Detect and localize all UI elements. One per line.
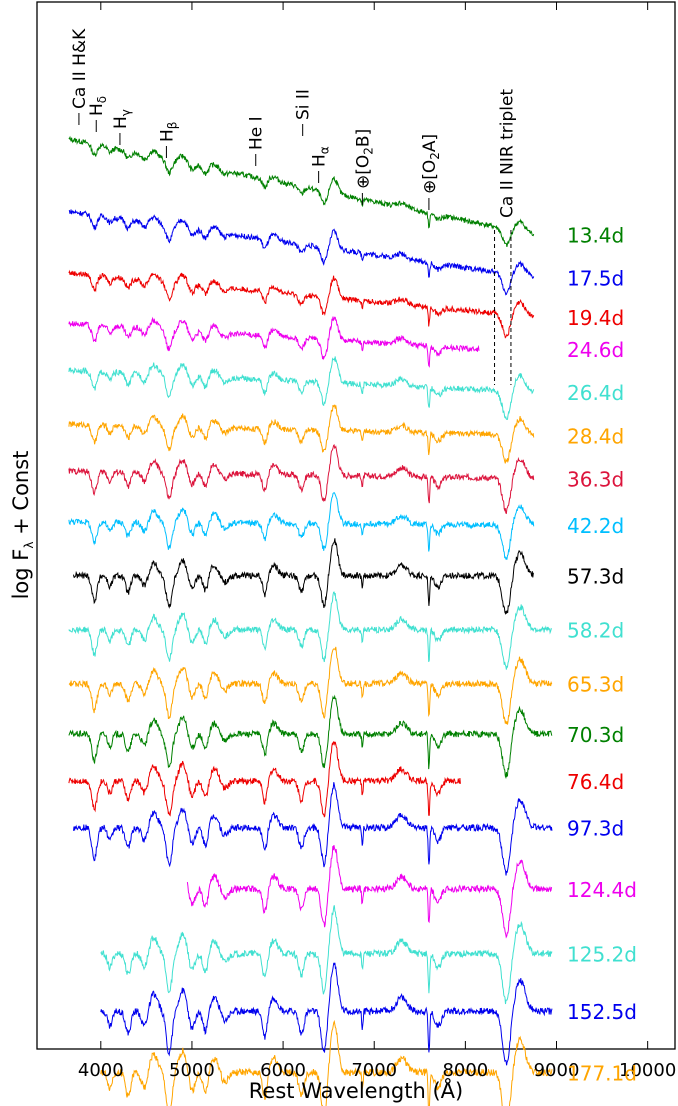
epoch-label: 19.4d: [567, 306, 624, 330]
epoch-label: 70.3d: [567, 723, 624, 747]
x-tick-label: 8000: [442, 1060, 488, 1081]
line-id-he1: He I: [247, 116, 267, 150]
x-tick-label: 5000: [169, 1060, 215, 1081]
spectrum-line: [73, 782, 553, 876]
epoch-label: 65.3d: [567, 673, 624, 697]
line-id-halpha: Hα: [310, 146, 332, 167]
epoch-label: 152.5d: [567, 1000, 637, 1024]
epoch-label: 28.4d: [567, 424, 624, 448]
spectrum-line: [100, 1019, 553, 1106]
x-tick-label: 7000: [351, 1060, 397, 1081]
spectrum-line: [68, 209, 535, 296]
spectrum-line: [68, 356, 535, 420]
spectrum-line: [68, 443, 535, 515]
spectrum-line: [68, 269, 535, 339]
line-id-ca2hk: Ca II H&K: [70, 28, 90, 109]
epoch-label: 58.2d: [567, 619, 624, 643]
spectrum-line: [68, 491, 535, 560]
epoch-label: 24.6d: [567, 338, 624, 362]
epoch-label: 26.4d: [567, 381, 624, 405]
line-id-ca2-nir: Ca II NIR triplet: [498, 89, 518, 218]
spectrum-line: [68, 135, 535, 247]
spectrum-line: [68, 591, 553, 670]
epoch-label: 36.3d: [567, 467, 624, 491]
line-id-hbeta: Hβ: [157, 122, 179, 142]
epoch-label: 177.1d: [567, 1061, 637, 1085]
spectrum-line: [68, 316, 480, 368]
line-id-o2b: ⊕[O2B]: [353, 129, 375, 189]
y-axis-label: log Fλ + Const: [9, 451, 36, 600]
epoch-label: 57.3d: [567, 565, 624, 589]
series-layer: [68, 135, 553, 1106]
line-id-o2a: ⊕[O2A]: [420, 134, 442, 194]
epoch-label: 42.2d: [567, 514, 624, 538]
spectrum-line: [68, 694, 553, 780]
line-id-hgamma: Hγ: [111, 109, 133, 129]
epoch-label: 125.2d: [567, 943, 637, 967]
x-tick-label: 4000: [78, 1060, 124, 1081]
spectrum-line: [68, 404, 535, 464]
epoch-label: 76.4d: [567, 770, 624, 794]
epoch-label: 97.3d: [567, 817, 624, 841]
line-id-si2: Si II: [294, 89, 314, 120]
x-tick-label: 10000: [619, 1060, 676, 1081]
line-id-hdelta: Hδ: [87, 96, 109, 116]
spectrum-line: [186, 844, 553, 939]
epoch-label: 124.4d: [567, 878, 637, 902]
spectrum-line: [73, 538, 534, 615]
x-ticks: 4000 5000 6000 7000 8000 9000 10000: [78, 2, 676, 1081]
x-axis-label: Rest Wavelength (Å): [249, 1077, 463, 1103]
epoch-label: 17.5d: [567, 266, 624, 290]
spectrum-line: [68, 646, 553, 725]
x-tick-label: 6000: [260, 1060, 306, 1081]
epoch-label: 13.4d: [567, 224, 624, 248]
x-tick-label: 9000: [534, 1060, 580, 1081]
spectrum-line: [68, 741, 461, 818]
spectrum-line: [100, 962, 553, 1066]
epoch-labels: 13.4d 17.5d 19.4d 24.6d 26.4d 28.4d 36.3d 42.2d…: [567, 224, 637, 1086]
spectrum-line: [100, 905, 553, 1005]
